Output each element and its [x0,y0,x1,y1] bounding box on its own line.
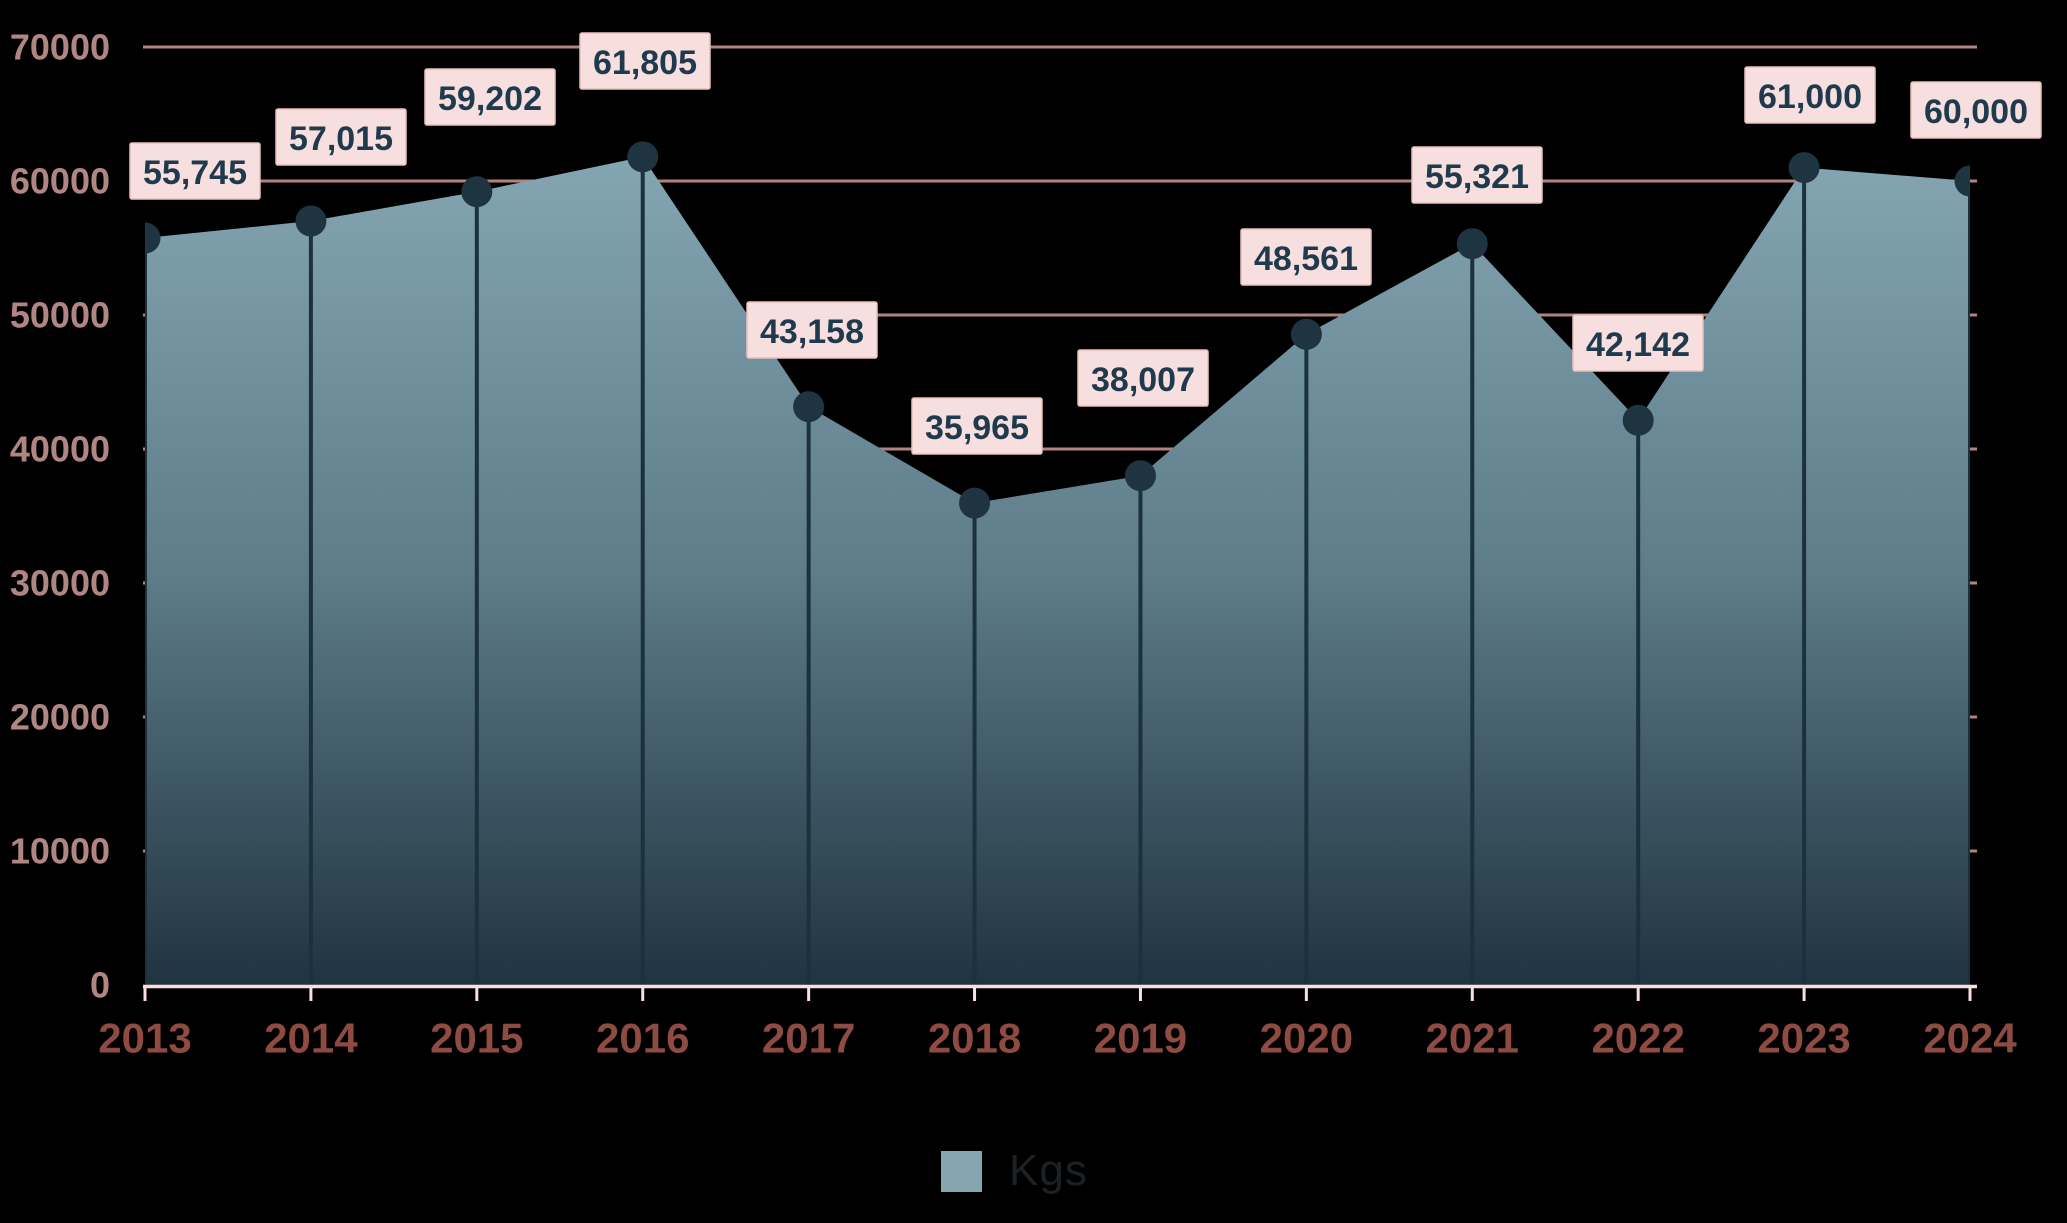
x-tick-label-2014: 2014 [264,1015,358,1062]
data-point-marker-2015 [461,176,493,208]
data-label-box-2020 [1240,228,1372,286]
data-label-box-2022 [1572,314,1704,372]
data-point-marker-2020 [1290,318,1322,350]
data-label-value-2022: 42,142 [1586,326,1690,364]
data-label-value-2019: 38,007 [1091,361,1195,399]
data-label-box-2013 [129,142,261,200]
data-label-box-2015 [424,68,556,126]
data-point-marker-2018 [959,487,991,519]
data-point-marker-2024 [1954,165,1970,197]
data-label-value-2017: 43,158 [760,313,864,351]
legend: Kgs [941,1146,1088,1196]
data-point-marker-2013 [145,222,161,254]
data-label-box-2016 [579,32,711,90]
data-point-marker-2016 [627,141,659,173]
y-tick-label-40000: 40000 [10,429,110,470]
x-tick-label-2013: 2013 [98,1015,191,1062]
data-label-box-2018 [911,397,1043,455]
data-label-value-2016: 61,805 [593,44,697,82]
data-point-marker-2019 [1124,460,1156,492]
x-tick-label-2021: 2021 [1426,1015,1519,1062]
data-points [145,141,1970,985]
data-label-value-2015: 59,202 [438,80,542,118]
y-tick-label-60000: 60000 [10,161,110,202]
x-tick-label-2019: 2019 [1094,1015,1187,1062]
data-point-marker-2014 [295,205,327,237]
data-labels: 55,745 57,015 59,202 61,805 43,158 35,965 38,0… [129,32,2042,455]
x-tick-label-2017: 2017 [762,1015,855,1062]
x-tick-label-2024: 2024 [1923,1015,2017,1062]
data-label-value-2014: 57,015 [289,120,393,158]
data-label-box-2023 [1744,66,1876,124]
data-point-marker-2021 [1456,228,1488,260]
y-tick-label-10000: 10000 [10,831,110,872]
data-label-value-2021: 55,321 [1425,158,1529,196]
data-label-box-2021 [1411,146,1543,204]
y-tick-label-20000: 20000 [10,697,110,738]
data-label-box-2014 [275,108,407,166]
data-point-marker-2022 [1622,404,1654,436]
x-axis [143,984,1977,1001]
y-tick-label-30000: 30000 [10,563,110,604]
data-label-value-2013: 55,745 [143,154,247,192]
data-label-value-2023: 61,000 [1758,78,1862,116]
data-label-value-2024: 60,000 [1924,93,2028,131]
x-tick-label-2016: 2016 [596,1015,689,1062]
data-point-marker-2017 [793,391,825,423]
data-label-box-2017 [746,301,878,359]
x-tick-label-2015: 2015 [430,1015,523,1062]
y-tick-label-50000: 50000 [10,295,110,336]
data-label-value-2018: 35,965 [925,409,1029,447]
x-tick-label-2022: 2022 [1591,1015,1684,1062]
legend-swatch-kgs [941,1150,982,1192]
data-label-box-2024 [1910,81,2042,139]
y-tick-label-0: 0 [90,965,110,1006]
x-axis-labels: 2013 2014 2015 2016 2017 2018 2019 2020 2021 2022… [98,1015,2017,1062]
x-tick-label-2023: 2023 [1757,1015,1850,1062]
data-label-box-2019 [1077,349,1209,407]
data-label-value-2020: 48,561 [1254,240,1358,278]
x-tick-label-2020: 2020 [1260,1015,1353,1062]
y-axis-labels: 0 10000 20000 30000 40000 50000 60000 70000 [10,27,110,1006]
data-point-marker-2023 [1788,152,1820,184]
y-tick-label-70000: 70000 [10,27,110,68]
legend-label: Kgs [1009,1146,1088,1195]
area-series-kgs [145,156,1970,986]
x-tick-label-2018: 2018 [928,1015,1021,1062]
